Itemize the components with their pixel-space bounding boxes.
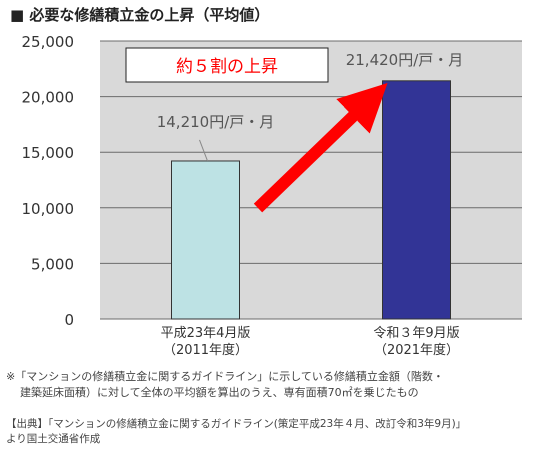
bars [171,80,451,320]
y-tick-label: 5,000 [31,255,74,273]
data-label: 14,210円/戸・月 [157,113,275,131]
y-tick-label: 0 [64,311,74,329]
y-axis: 0 5,000 10,000 15,000 20,000 25,000 [22,33,75,329]
footnote-line-2: 建築延床面積）に対して全体の平均額を算出のうえ、専有面積70㎡を乗じたもの [20,386,419,399]
source-note: 【出典】「マンションの修繕積立金に関するガイドライン(策定平成23年４月、改訂令… [6,417,526,447]
callout-box [125,47,329,83]
data-label-leader [199,139,208,162]
bar-1 [171,160,240,320]
y-tick-label: 20,000 [22,89,75,107]
source-line-1: 【出典】「マンションの修繕積立金に関するガイドライン(策定平成23年４月、改訂令… [6,418,467,430]
footnote: ※「マンションの修繕積立金に関するガイドライン」に示している修繕積立金額（階数・… [6,369,506,401]
data-labels: 14,210円/戸・月 21,420円/戸・月 [157,51,464,162]
y-tick-label: 10,000 [22,200,75,218]
x-axis: 平成23年4月版（2011年度） 令和３年9月版（2021年度） [161,326,460,358]
footnote-line-1: ※「マンションの修繕積立金に関するガイドライン」に示している修繕積立金額（階数・ [6,370,444,383]
chart-title: ■ 必要な修繕積立金の上昇（平均値） [10,6,270,24]
x-tick-label: （2011年度） [163,342,248,358]
source-line-2: より国土交通省作成 [6,433,101,445]
plot-area [100,41,522,319]
data-label: 21,420円/戸・月 [346,51,464,69]
x-tick-label: 令和３年9月版 [373,326,459,341]
bar-2 [382,80,451,320]
callout-text: 約５割の上昇 [176,57,278,77]
x-tick-label: （2021年度） [374,342,459,358]
y-tick-label: 15,000 [22,144,75,162]
growth-arrow [253,83,388,213]
x-tick-label: 平成23年4月版 [161,326,251,341]
y-tick-label: 25,000 [22,33,75,51]
